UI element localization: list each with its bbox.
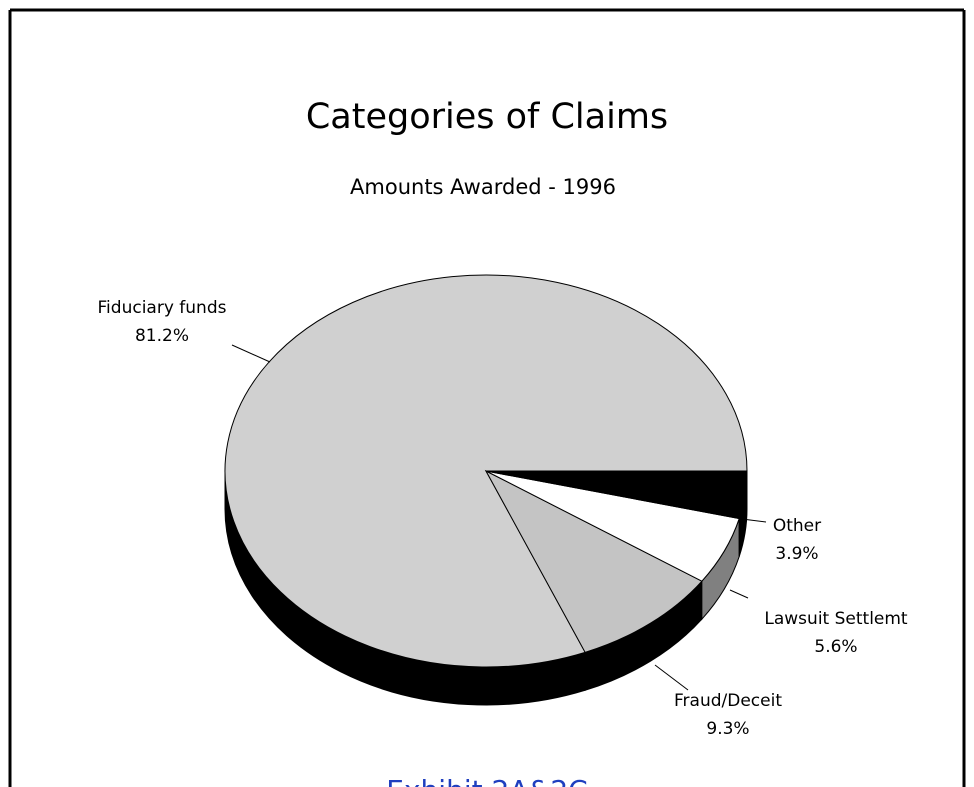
other-value-label: 3.9% xyxy=(775,544,818,564)
footer-text: Exhibit 2A&2C xyxy=(386,774,587,787)
pie-group xyxy=(224,274,748,706)
lawsuit-settlemt-value-label: 5.6% xyxy=(814,637,857,657)
fraud-deceit-leader-line xyxy=(654,664,689,691)
fiduciary-funds-label: Fiduciary funds xyxy=(98,298,227,318)
other-leader-line xyxy=(741,518,767,523)
chart-subtitle: Amounts Awarded - 1996 xyxy=(350,175,616,199)
other-slice xyxy=(485,470,748,520)
fraud-deceit-label: Fraud/Deceit xyxy=(674,691,782,711)
lawsuit-settlemt-leader-line xyxy=(729,589,749,599)
fiduciary-funds-leader-line xyxy=(231,344,271,363)
fiduciary-funds-value-label: 81.2% xyxy=(135,326,189,346)
chart-title: Categories of Claims xyxy=(306,97,668,137)
fraud-deceit-value-label: 9.3% xyxy=(706,719,749,739)
lawsuit-settlemt-label: Lawsuit Settlemt xyxy=(764,609,908,629)
label-group: Fiduciary funds 81.2% Fraud/Deceit 9.3% Laws… xyxy=(98,298,908,739)
other-label: Other xyxy=(773,516,821,536)
fraud-deceit-slice xyxy=(484,469,703,653)
